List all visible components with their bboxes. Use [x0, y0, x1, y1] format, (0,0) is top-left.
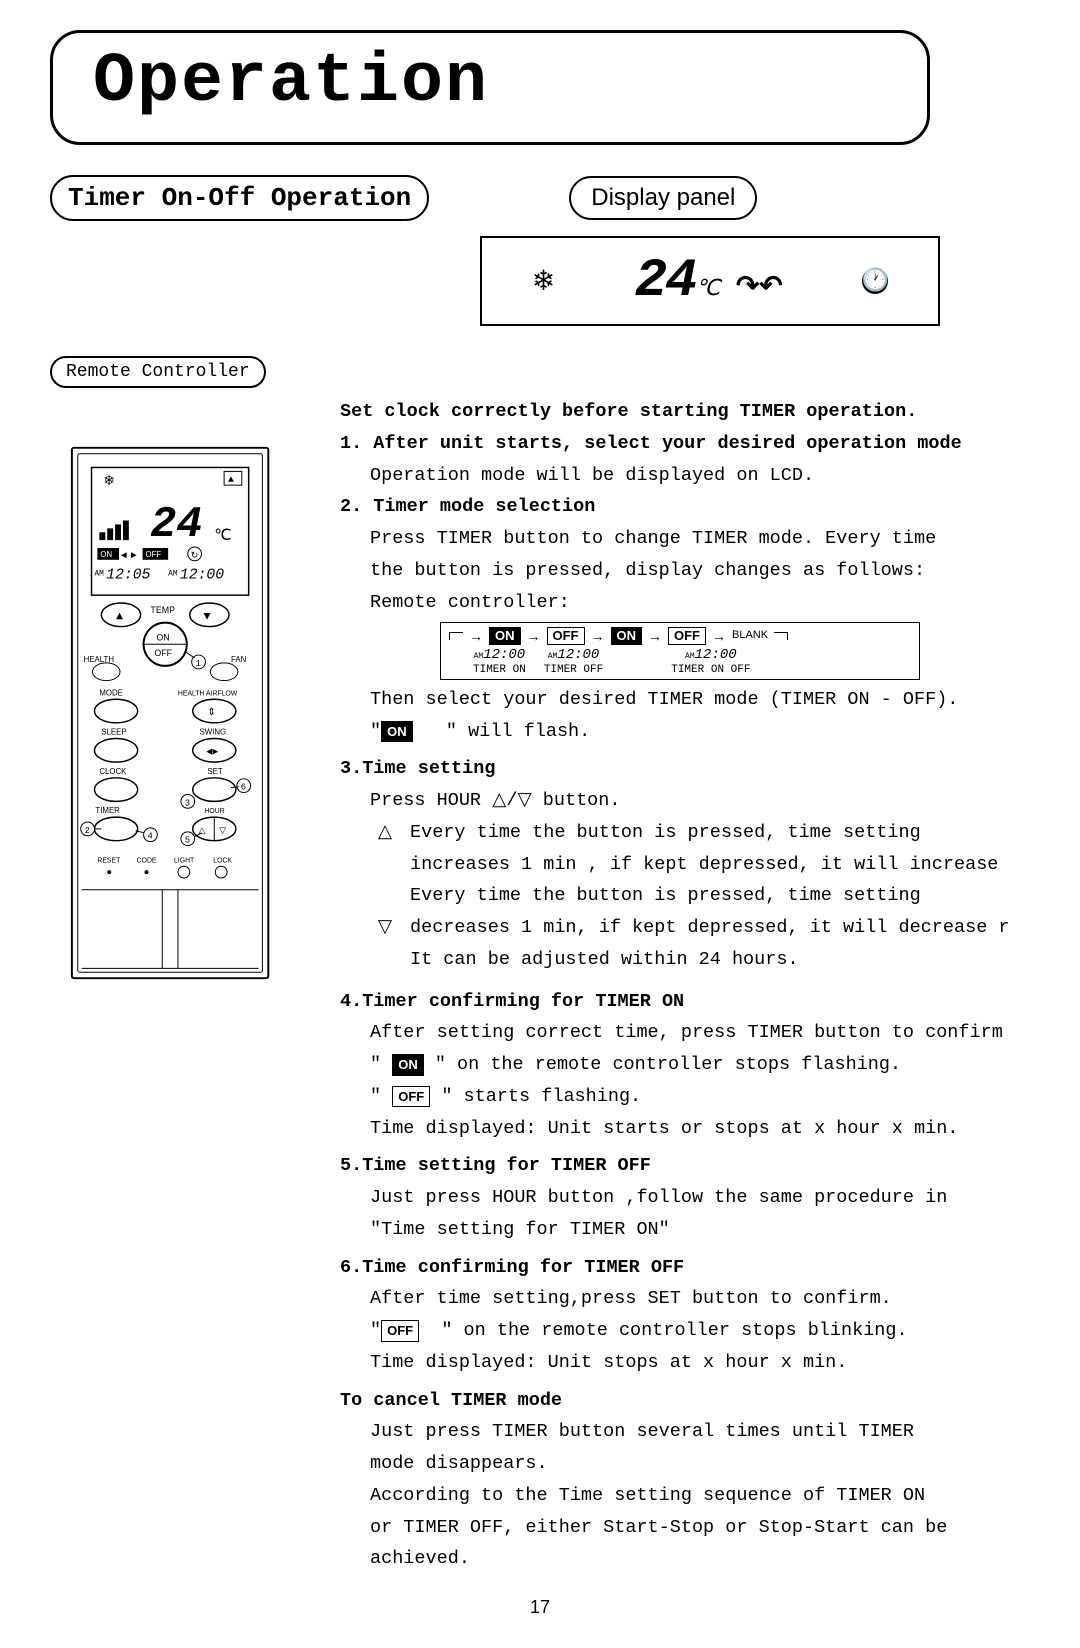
- snowflake-icon: ❄: [532, 264, 555, 299]
- triangle-down-icon: [378, 917, 392, 938]
- triangle-up-icon: [378, 822, 392, 843]
- svg-text:▽: ▽: [219, 826, 226, 836]
- svg-text:6: 6: [241, 783, 246, 793]
- off-badge: OFF: [392, 1086, 430, 1108]
- svg-text:▼: ▼: [203, 610, 210, 624]
- svg-text:OFF: OFF: [154, 648, 172, 658]
- svg-text:2: 2: [85, 826, 90, 836]
- svg-text:ON: ON: [100, 550, 112, 559]
- svg-text:SWING: SWING: [200, 728, 227, 737]
- step2-head: 2. Timer mode selection: [340, 493, 1030, 521]
- svg-text:HEALTH AIRFLOW: HEALTH AIRFLOW: [178, 690, 238, 697]
- svg-text:▲: ▲: [228, 474, 234, 485]
- step5-head: 5.Time setting for TIMER OFF: [340, 1152, 1030, 1180]
- cancel-head: To cancel TIMER mode: [340, 1387, 1030, 1415]
- svg-text:MODE: MODE: [99, 688, 123, 697]
- svg-text:◄: ◄: [121, 550, 127, 561]
- svg-text:FAN: FAN: [231, 655, 247, 664]
- svg-text:1: 1: [196, 659, 201, 669]
- svg-text:►: ►: [131, 550, 137, 561]
- svg-text:℃: ℃: [214, 527, 232, 545]
- section-heading: Timer On-Off Operation: [50, 175, 429, 221]
- svg-text:AM: AM: [94, 570, 104, 579]
- svg-text:CLOCK: CLOCK: [99, 767, 127, 776]
- step6-head: 6.Time confirming for TIMER OFF: [340, 1254, 1030, 1282]
- svg-text:LIGHT: LIGHT: [174, 857, 195, 864]
- svg-text:◄►: ◄►: [206, 746, 218, 757]
- svg-text:OFF: OFF: [146, 550, 162, 559]
- svg-text:HEALTH: HEALTH: [84, 655, 115, 664]
- svg-text:SET: SET: [207, 767, 222, 776]
- svg-text:SLEEP: SLEEP: [101, 728, 126, 737]
- svg-text:HOUR: HOUR: [204, 808, 224, 815]
- on-badge: ON: [381, 721, 413, 743]
- svg-text:↻: ↻: [191, 551, 198, 561]
- display-panel: ❄ 24℃ ↷↶ 🕐: [480, 236, 940, 326]
- svg-text:RESET: RESET: [97, 857, 121, 864]
- svg-text:12:00: 12:00: [180, 567, 224, 583]
- svg-text:4: 4: [148, 832, 153, 842]
- page-number: 17: [50, 1597, 1030, 1618]
- svg-text:AM: AM: [168, 570, 178, 579]
- svg-text:⇕: ⇕: [207, 707, 215, 718]
- display-temp: 24℃ ↷↶: [635, 251, 783, 312]
- svg-text:24: 24: [150, 500, 202, 549]
- display-panel-label: Display panel: [569, 176, 757, 220]
- step1-body: Operation mode will be displayed on LCD.: [370, 462, 1030, 490]
- svg-text:5: 5: [185, 836, 190, 846]
- page-title: Operation: [93, 43, 887, 122]
- svg-text:CODE: CODE: [137, 857, 157, 864]
- on-badge: ON: [392, 1054, 424, 1076]
- step3-head: 3.Time setting: [340, 755, 1030, 783]
- svg-text:❄: ❄: [103, 474, 115, 490]
- step4-head: 4.Timer confirming for TIMER ON: [340, 988, 1030, 1016]
- instructions: Set clock correctly before starting TIME…: [340, 398, 1030, 1577]
- svg-text:TIMER: TIMER: [95, 806, 120, 815]
- svg-text:3: 3: [185, 798, 190, 808]
- step1-head: 1. After unit starts, select your desire…: [340, 430, 1030, 458]
- clock-icon: 🕐: [862, 268, 888, 294]
- remote-controller-diagram: ❄ ▲ 24 ℃ ON ◄ ► OFF ↻ AM 12:05 AM 12:00: [50, 438, 300, 988]
- svg-text:LOCK: LOCK: [213, 857, 232, 864]
- remote-controller-label: Remote Controller: [50, 356, 266, 388]
- svg-text:12:05: 12:05: [106, 567, 150, 583]
- svg-text:▲: ▲: [116, 610, 123, 624]
- svg-text:ON: ON: [156, 632, 169, 642]
- timer-flow-diagram: → ON → OFF → ON → OFF → BLANK AM12:00 TI…: [440, 622, 920, 680]
- off-badge: OFF: [381, 1320, 419, 1342]
- intro: Set clock correctly before starting TIME…: [340, 398, 1030, 426]
- title-box: Operation: [50, 30, 930, 145]
- svg-text:TEMP: TEMP: [150, 605, 175, 615]
- airflow-icon: ↷↶: [736, 273, 783, 304]
